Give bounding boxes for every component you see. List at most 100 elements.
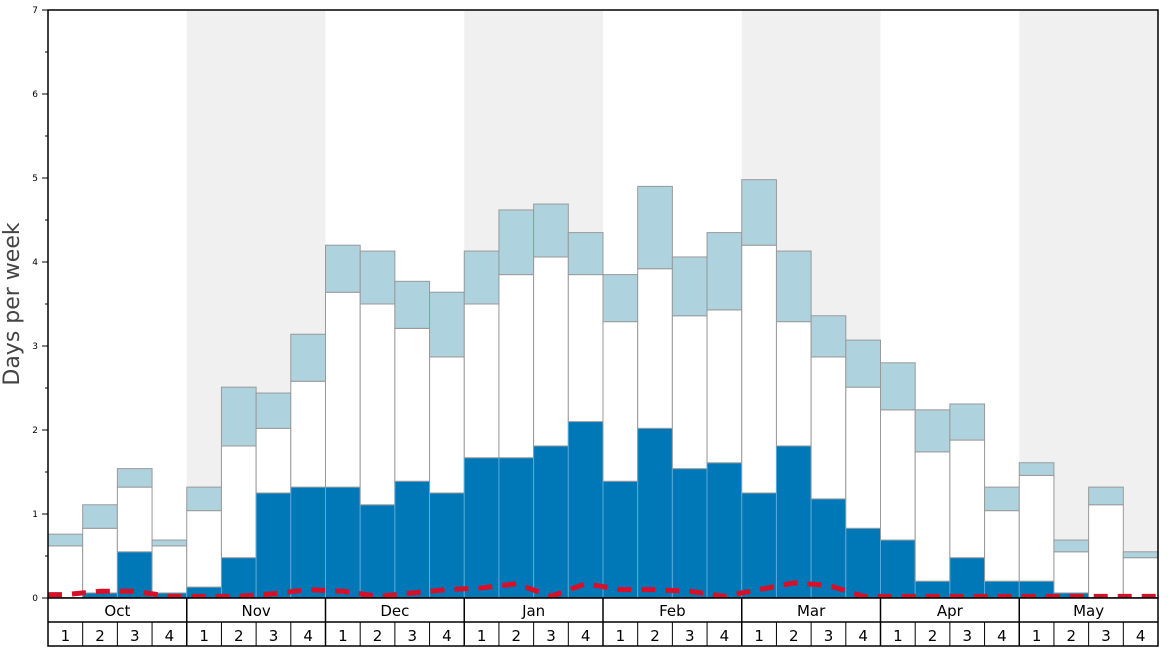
week-label: 2 <box>234 627 244 645</box>
week-label: 3 <box>962 627 972 645</box>
bar-white-2 <box>116 486 153 553</box>
month-label: Dec <box>380 602 409 620</box>
bar-dark-6 <box>255 492 292 599</box>
bar-white-16 <box>602 321 639 482</box>
bar-white-21 <box>775 321 812 447</box>
bar-light-14 <box>533 203 569 258</box>
bar-white-17 <box>637 268 673 429</box>
week-label: 3 <box>269 627 279 645</box>
bar-light-25 <box>914 409 951 453</box>
bar-light-23 <box>845 339 881 388</box>
bar-light-20 <box>741 179 777 246</box>
week-label: 2 <box>95 627 105 645</box>
week-label: 1 <box>616 627 626 645</box>
week-label: 3 <box>407 627 417 645</box>
bar-white-22 <box>810 356 847 500</box>
bar-white-0 <box>47 545 84 599</box>
bar-light-26 <box>949 403 986 441</box>
month-label: Mar <box>797 602 826 620</box>
bar-light-1 <box>82 504 118 529</box>
week-label: 2 <box>512 627 522 645</box>
week-label: 1 <box>338 627 348 645</box>
bar-dark-11 <box>429 492 465 599</box>
week-label: 2 <box>373 627 383 645</box>
bar-light-30 <box>1088 486 1124 506</box>
bar-dark-12 <box>463 457 500 599</box>
y-tick-label: 7 <box>32 6 38 16</box>
bar-dark-17 <box>637 427 673 599</box>
bar-light-12 <box>463 250 500 305</box>
bar-light-10 <box>394 280 431 329</box>
bar-dark-19 <box>706 462 743 599</box>
bar-light-3 <box>151 539 188 547</box>
bar-light-22 <box>810 315 847 358</box>
bar-light-19 <box>706 232 743 311</box>
y-tick-label: 1 <box>32 510 38 520</box>
bar-white-25 <box>914 451 951 582</box>
bar-light-11 <box>429 291 465 358</box>
bar-white-11 <box>429 356 465 494</box>
week-label: 3 <box>130 627 140 645</box>
bar-light-21 <box>775 250 812 323</box>
bar-white-26 <box>949 439 986 559</box>
bar-dark-15 <box>567 421 604 599</box>
week-label: 2 <box>650 627 660 645</box>
bar-light-0 <box>47 533 84 547</box>
bar-white-6 <box>255 427 292 494</box>
week-label: 4 <box>581 627 591 645</box>
week-label: 1 <box>893 627 903 645</box>
week-label: 4 <box>858 627 868 645</box>
bar-light-6 <box>255 392 292 429</box>
week-label: 4 <box>303 627 313 645</box>
y-tick-label: 4 <box>32 258 38 268</box>
bar-light-4 <box>186 486 222 512</box>
bar-light-9 <box>359 250 396 305</box>
bar-light-24 <box>880 362 916 411</box>
bar-white-9 <box>359 303 396 506</box>
week-label: 1 <box>477 627 487 645</box>
week-label: 1 <box>61 627 71 645</box>
week-label: 3 <box>685 627 695 645</box>
bar-light-31 <box>1122 551 1159 559</box>
y-axis-label: Days per week <box>0 222 25 385</box>
week-label: 4 <box>442 627 452 645</box>
bar-dark-8 <box>325 486 361 599</box>
bar-dark-10 <box>394 480 431 599</box>
bar-light-13 <box>498 209 535 276</box>
bar-dark-5 <box>220 557 257 599</box>
bar-white-14 <box>533 256 569 447</box>
week-label: 2 <box>1067 627 1077 645</box>
bar-white-4 <box>186 510 222 588</box>
bar-dark-24 <box>880 539 916 599</box>
bar-dark-20 <box>741 492 777 599</box>
bar-light-29 <box>1053 539 1090 553</box>
bar-light-5 <box>220 386 257 447</box>
line-red-dashed <box>48 580 1158 599</box>
bar-white-5 <box>220 445 257 559</box>
bar-dark-18 <box>671 468 708 599</box>
bar-light-16 <box>602 274 639 323</box>
bar-light-7 <box>290 333 326 382</box>
bar-dark-22 <box>810 498 847 599</box>
bar-white-8 <box>325 291 361 488</box>
week-label: 2 <box>928 627 938 645</box>
bar-light-18 <box>671 256 708 317</box>
month-label: Jan <box>521 602 545 620</box>
bar-white-1 <box>82 527 118 594</box>
bar-light-15 <box>567 232 604 276</box>
week-label: 4 <box>720 627 730 645</box>
bar-white-13 <box>498 274 535 459</box>
week-label: 4 <box>165 627 175 645</box>
week-label: 1 <box>754 627 764 645</box>
bar-dark-26 <box>949 557 986 599</box>
bar-white-30 <box>1088 504 1124 599</box>
bar-white-19 <box>706 309 743 464</box>
week-label: 1 <box>1032 627 1042 645</box>
bar-dark-23 <box>845 527 881 599</box>
bar-white-23 <box>845 386 881 529</box>
bar-white-24 <box>880 409 916 541</box>
bar-light-8 <box>325 244 361 293</box>
bar-white-15 <box>567 274 604 423</box>
bar-dark-21 <box>775 445 812 599</box>
